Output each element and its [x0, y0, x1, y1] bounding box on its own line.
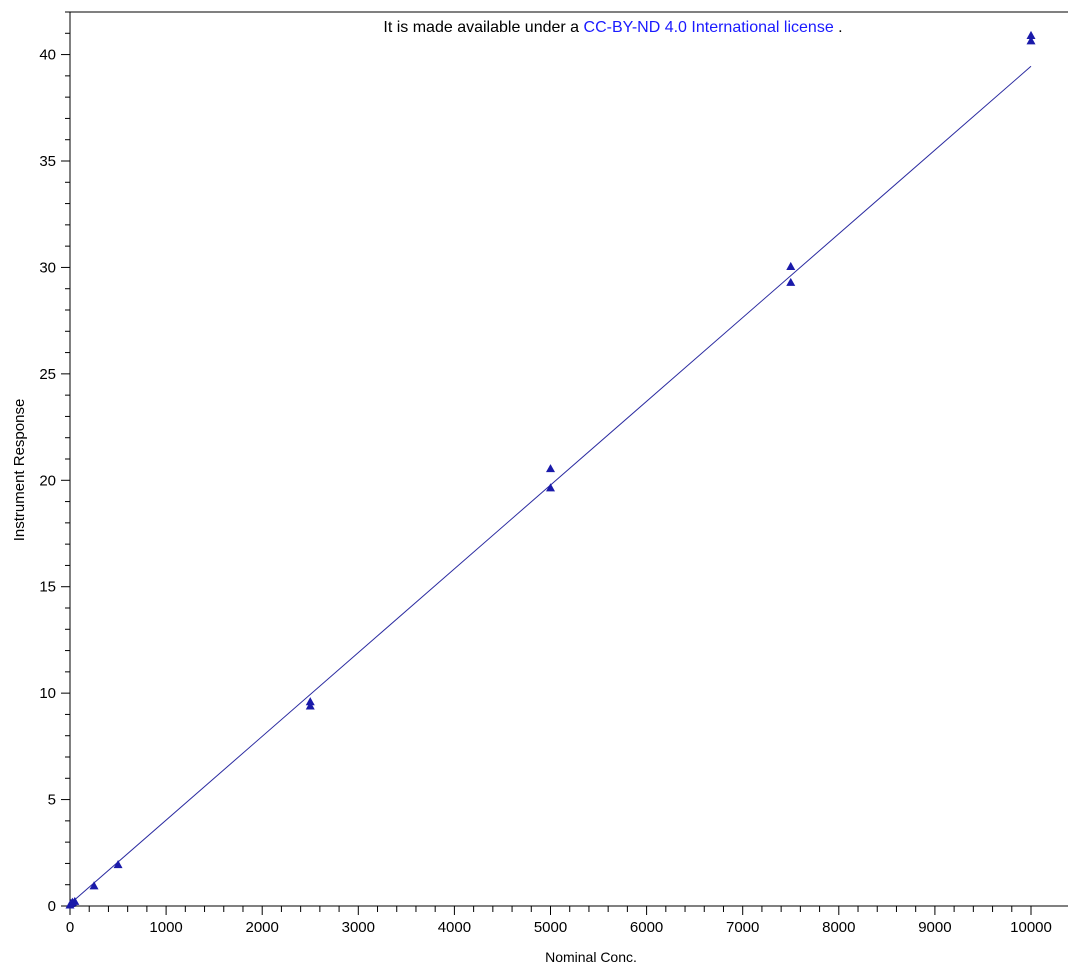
x-tick-label: 7000	[726, 919, 759, 936]
y-tick-label: 0	[48, 898, 56, 915]
x-tick-label: 8000	[822, 919, 855, 936]
data-point	[305, 701, 315, 710]
x-tick-label: 6000	[630, 919, 663, 936]
y-tick-label: 30	[39, 259, 56, 276]
x-axis-label: Nominal Conc.	[545, 949, 637, 965]
x-tick-label: 10000	[1010, 919, 1052, 936]
data-point	[786, 261, 796, 270]
license-notice-prefix: It is made available under a	[383, 19, 583, 36]
x-tick-label: 2000	[246, 919, 279, 936]
x-tick-label: 1000	[149, 919, 182, 936]
x-tick-label: 3000	[342, 919, 375, 936]
y-tick-label: 15	[39, 579, 56, 596]
license-link[interactable]: CC-BY-ND 4.0 International license	[584, 19, 834, 36]
x-tick-label: 0	[66, 919, 74, 936]
x-tick-label: 9000	[918, 919, 951, 936]
data-points	[65, 30, 1036, 909]
y-axis-label: Instrument Response	[11, 399, 28, 542]
data-point	[546, 464, 555, 473]
data-point	[70, 896, 80, 905]
data-point	[305, 697, 315, 706]
license-notice-suffix: .	[834, 19, 843, 36]
data-point	[546, 483, 555, 492]
y-tick-label: 10	[39, 685, 56, 702]
x-tick-label: 5000	[534, 919, 567, 936]
axes: 0 1000 2000 3000 4000 5000 6000 7000 8000 9000 100…	[39, 11, 1068, 936]
data-point	[1026, 36, 1036, 45]
y-tick-label: 20	[39, 472, 56, 489]
data-point	[786, 277, 796, 286]
y-tick-label: 35	[39, 153, 56, 170]
y-tick-label: 40	[39, 47, 56, 64]
data-point	[113, 859, 123, 869]
data-point	[89, 881, 99, 890]
data-point	[1026, 30, 1036, 40]
y-tick-label: 5	[48, 792, 56, 809]
y-tick-label: 25	[39, 366, 56, 383]
license-notice: It is made available under a CC-BY-ND 4.…	[383, 19, 842, 36]
x-tick-label: 4000	[438, 919, 471, 936]
